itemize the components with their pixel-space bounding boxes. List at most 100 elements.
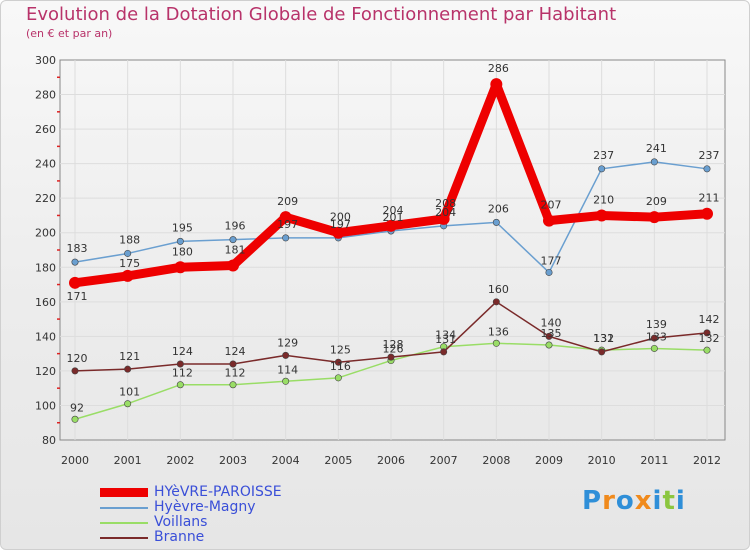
plot-area — [59, 59, 726, 441]
data-point — [332, 226, 345, 239]
data-label: 114 — [277, 363, 298, 376]
logo-letter: P — [582, 486, 603, 516]
data-label: 197 — [277, 218, 298, 231]
data-label: 126 — [383, 343, 404, 356]
data-point — [227, 259, 239, 272]
legend-item-hyevre-paroisse: HYèVRE-PAROISSE — [100, 484, 360, 500]
data-point — [545, 341, 553, 349]
data-point — [385, 219, 397, 232]
logo-letter: t — [662, 486, 676, 516]
data-point — [174, 261, 187, 274]
y-tick-label: 300 — [35, 54, 56, 67]
data-label: 204 — [383, 204, 404, 217]
y-tick-label: 160 — [35, 296, 56, 309]
legend-item-branne: Branne — [100, 529, 360, 545]
data-label: 128 — [383, 338, 404, 351]
chart-title: Evolution de la Dotation Globale de Fonc… — [26, 4, 617, 25]
data-label: 181 — [225, 244, 246, 257]
y-tick-label: 80 — [42, 434, 56, 447]
data-point — [440, 348, 448, 356]
data-label: 197 — [330, 218, 351, 231]
legend-label: Hyèvre-Magny — [154, 499, 256, 515]
data-point — [437, 212, 450, 225]
data-point — [71, 415, 79, 423]
logo-letter: i — [652, 486, 663, 516]
proxiti-logo: Proxiti — [582, 486, 686, 516]
data-point — [490, 78, 503, 91]
data-point — [124, 400, 132, 408]
data-point — [176, 360, 184, 368]
data-point — [543, 214, 555, 227]
x-tick-label: 2000 — [61, 454, 89, 467]
logo-letter: r — [602, 486, 616, 516]
legend-swatch — [100, 522, 148, 524]
data-point — [176, 237, 184, 245]
data-point — [387, 353, 395, 361]
data-point — [229, 381, 237, 389]
logo-letter: x — [634, 486, 653, 516]
data-label: 134 — [435, 329, 456, 342]
x-tick-label: 2001 — [114, 454, 142, 467]
data-label: 188 — [119, 233, 140, 246]
data-point — [282, 234, 290, 242]
data-label: 175 — [119, 257, 140, 270]
data-point — [703, 346, 711, 354]
x-tick-label: 2010 — [588, 454, 616, 467]
data-label: 209 — [277, 195, 298, 208]
x-tick-label: 2004 — [272, 454, 300, 467]
data-label: 237 — [593, 149, 614, 162]
data-point — [176, 381, 184, 389]
data-point — [598, 165, 606, 173]
data-label: 129 — [277, 336, 298, 349]
data-point — [492, 218, 500, 226]
data-point — [121, 269, 134, 282]
data-point — [595, 209, 608, 222]
data-label: 112 — [172, 367, 193, 380]
data-label: 160 — [488, 283, 509, 296]
data-label: 131 — [593, 332, 614, 345]
x-tick-label: 2011 — [640, 454, 668, 467]
data-label: 112 — [225, 367, 246, 380]
x-tick-label: 2012 — [693, 454, 721, 467]
data-label: 210 — [593, 193, 614, 206]
y-tick-label: 200 — [35, 227, 56, 240]
data-label: 207 — [541, 199, 562, 212]
data-point — [282, 377, 290, 385]
data-label: 120 — [67, 352, 88, 365]
data-point — [229, 236, 237, 244]
data-label: 211 — [699, 192, 720, 205]
data-label: 116 — [330, 360, 351, 373]
data-label: 124 — [172, 345, 193, 358]
data-label: 206 — [488, 202, 509, 215]
data-point — [492, 298, 500, 306]
data-label: 177 — [541, 254, 562, 267]
data-point — [492, 339, 500, 347]
data-point — [124, 249, 132, 257]
data-point — [701, 207, 713, 220]
legend-label: Branne — [154, 529, 205, 545]
data-label: 139 — [646, 318, 667, 331]
legend-item-voillans: Voillans — [100, 514, 360, 530]
data-label: 131 — [435, 333, 456, 346]
data-point — [229, 360, 237, 368]
data-label: 180 — [172, 245, 193, 258]
y-tick-label: 220 — [35, 192, 56, 205]
data-label: 201 — [383, 211, 404, 224]
logo-letter: i — [675, 486, 686, 516]
y-tick-label: 140 — [35, 330, 56, 343]
data-point — [545, 332, 553, 340]
data-point — [703, 165, 711, 173]
data-point — [650, 158, 658, 166]
data-point — [282, 351, 290, 359]
data-point — [69, 276, 81, 289]
data-label: 142 — [699, 313, 720, 326]
data-point — [334, 358, 342, 366]
data-label: 171 — [67, 290, 88, 303]
legend-swatch — [100, 507, 148, 509]
data-label: 241 — [646, 142, 667, 155]
data-label: 209 — [646, 195, 667, 208]
data-label: 132 — [699, 332, 720, 345]
y-tick-label: 120 — [35, 365, 56, 378]
data-label: 195 — [172, 221, 193, 234]
